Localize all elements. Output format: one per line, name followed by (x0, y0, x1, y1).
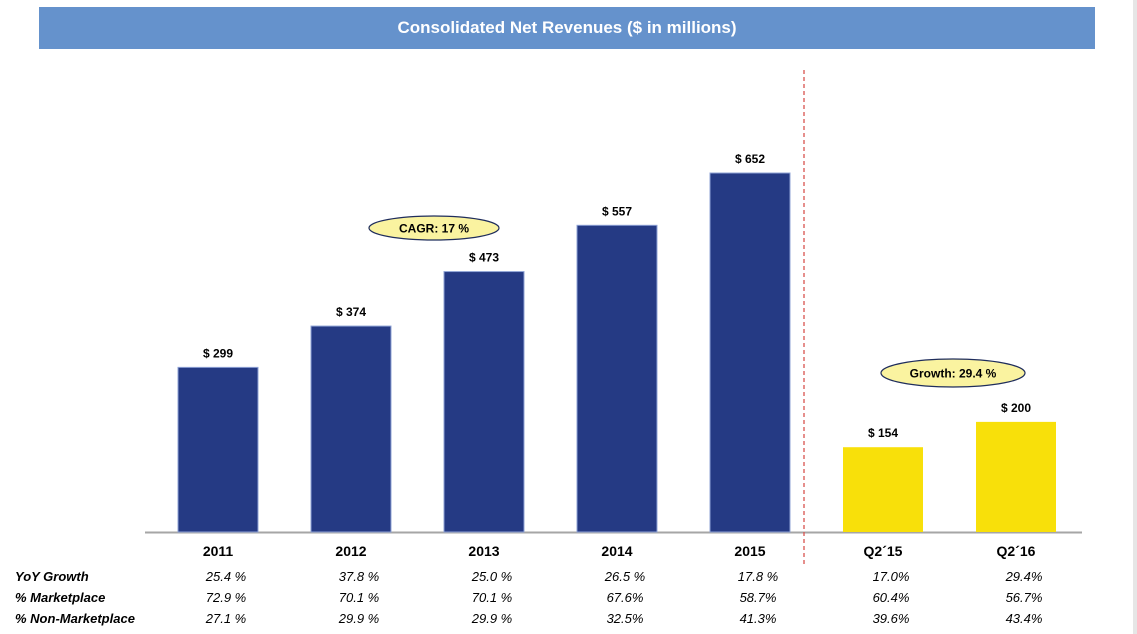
bar-Q2´15 (843, 447, 923, 532)
table-cell: 72.9 % (206, 590, 246, 605)
bar-2012 (310, 325, 392, 533)
category-label: 2011 (203, 543, 234, 559)
table-cell: 56.7% (1006, 590, 1043, 605)
chart-title: Consolidated Net Revenues ($ in millions… (39, 7, 1095, 49)
bar-value-label: $ 299 (203, 346, 233, 360)
table-cell: 27.1 % (205, 611, 246, 626)
table-cell: 70.1 % (472, 590, 512, 605)
table-row-label: YoY Growth (15, 569, 89, 584)
category-label: Q2´15 (864, 543, 903, 559)
table-row-label: % Non-Marketplace (15, 611, 135, 626)
bar-2011 (177, 366, 259, 533)
bar-value-label: $ 652 (735, 152, 765, 166)
bar-value-label: $ 200 (1001, 401, 1031, 415)
growth-annotation (880, 358, 1026, 388)
table-cell: 37.8 % (339, 569, 379, 584)
bar-value-label: $ 154 (868, 426, 898, 440)
table-cell: 25.4 % (205, 569, 246, 584)
bar-Q2´16 (976, 421, 1056, 532)
table-cell: 32.5% (607, 611, 644, 626)
category-label: Q2´16 (997, 543, 1036, 559)
table-cell: 67.6% (607, 590, 644, 605)
table-cell: 58.7% (740, 590, 777, 605)
annotation-text: CAGR: 17 % (399, 222, 469, 236)
table-cell: 29.4% (1005, 569, 1043, 584)
table-cell: 39.6% (873, 611, 910, 626)
category-label: 2013 (468, 543, 499, 559)
annotation-text: Growth: 29.4 % (910, 367, 997, 381)
table-cell: 29.9 % (471, 611, 512, 626)
table-cell: 70.1 % (339, 590, 379, 605)
cagr-annotation (368, 215, 500, 241)
bar-2014 (576, 224, 658, 533)
table-cell: 26.5 % (604, 569, 645, 584)
bar-value-label: $ 374 (336, 305, 366, 319)
page-edge (1133, 0, 1137, 634)
bar-value-label: $ 473 (469, 251, 499, 265)
table-cell: 60.4% (873, 590, 910, 605)
category-label: 2015 (734, 543, 765, 559)
category-label: 2012 (335, 543, 366, 559)
table-cell: 25.0 % (471, 569, 512, 584)
table-cell: 41.3% (740, 611, 777, 626)
bar-2015 (709, 172, 791, 533)
category-label: 2014 (601, 543, 632, 559)
table-cell: 43.4% (1006, 611, 1043, 626)
bar-2013 (443, 271, 525, 533)
table-row-label: % Marketplace (15, 590, 105, 605)
table-cell: 17.8 % (738, 569, 778, 584)
table-cell: 29.9 % (338, 611, 379, 626)
bar-value-label: $ 557 (602, 204, 632, 218)
table-cell: 17.0% (873, 569, 910, 584)
